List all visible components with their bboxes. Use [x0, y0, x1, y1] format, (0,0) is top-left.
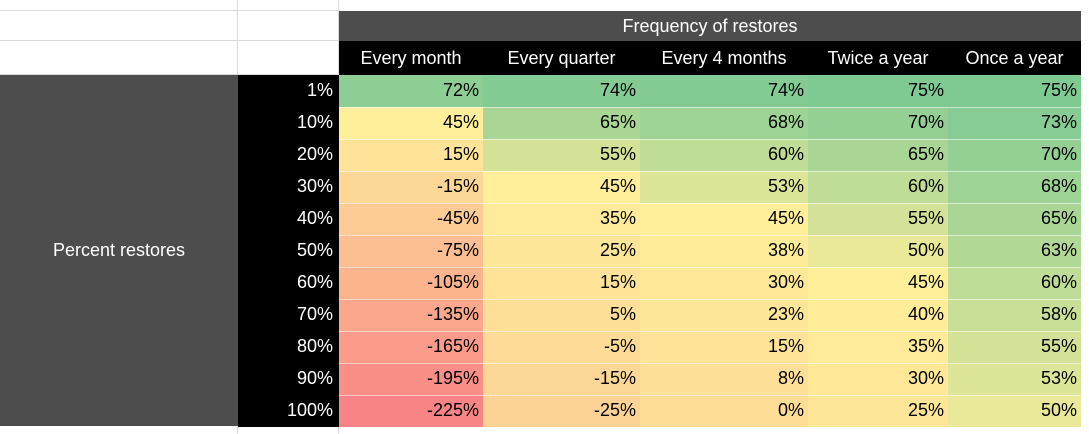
row-header[interactable]: 50%	[238, 235, 339, 267]
row-header[interactable]: 60%	[238, 267, 339, 299]
gridline	[0, 74, 340, 75]
value-cell[interactable]: 74%	[483, 75, 640, 107]
value-cell[interactable]: 25%	[808, 395, 948, 427]
value-cell[interactable]: 35%	[483, 203, 640, 235]
value-cell[interactable]: 38%	[640, 235, 808, 267]
value-cell[interactable]: 30%	[808, 363, 948, 395]
percent-restores-header[interactable]: Percent restores	[0, 75, 238, 426]
row-divider	[339, 203, 1081, 204]
value-cell[interactable]: -5%	[483, 331, 640, 363]
value-cell[interactable]: 35%	[808, 331, 948, 363]
value-cell[interactable]: 60%	[948, 267, 1081, 299]
value-cell[interactable]: 75%	[808, 75, 948, 107]
value-cell[interactable]: 55%	[948, 331, 1081, 363]
value-cell[interactable]: 45%	[808, 267, 948, 299]
row-header[interactable]: 40%	[238, 203, 339, 235]
value-cell[interactable]: 50%	[948, 395, 1081, 427]
row-header[interactable]: 20%	[238, 139, 339, 171]
row-header[interactable]: 1%	[238, 75, 339, 107]
frequency-header[interactable]: Frequency of restores	[339, 11, 1081, 41]
value-cell[interactable]: 55%	[483, 139, 640, 171]
value-cell[interactable]: 45%	[339, 107, 483, 139]
value-cell[interactable]: -165%	[339, 331, 483, 363]
gridline	[0, 10, 340, 11]
row-divider	[339, 331, 1081, 332]
value-cell[interactable]: 5%	[483, 299, 640, 331]
value-cell[interactable]: 65%	[483, 107, 640, 139]
row-divider	[339, 267, 1081, 268]
row-divider	[339, 171, 1081, 172]
value-cell[interactable]: -225%	[339, 395, 483, 427]
value-cell[interactable]: 53%	[640, 171, 808, 203]
value-cell[interactable]: 25%	[483, 235, 640, 267]
row-divider	[339, 139, 1081, 140]
value-cell[interactable]: 58%	[948, 299, 1081, 331]
column-header[interactable]: Every quarter	[483, 41, 640, 75]
value-cell[interactable]: 30%	[640, 267, 808, 299]
value-cell[interactable]: 68%	[948, 171, 1081, 203]
column-header[interactable]: Every 4 months	[640, 41, 808, 75]
value-cell[interactable]: 65%	[948, 203, 1081, 235]
gridline	[0, 40, 340, 41]
percent-restores-label: Percent restores	[52, 240, 186, 260]
value-cell[interactable]: -105%	[339, 267, 483, 299]
column-header[interactable]: Twice a year	[808, 41, 948, 75]
row-header[interactable]: 70%	[238, 299, 339, 331]
column-header[interactable]: Every month	[339, 41, 483, 75]
value-cell[interactable]: 68%	[640, 107, 808, 139]
value-cell[interactable]: 53%	[948, 363, 1081, 395]
value-cell[interactable]: 74%	[640, 75, 808, 107]
value-cell[interactable]: 8%	[640, 363, 808, 395]
row-divider	[339, 299, 1081, 300]
value-cell[interactable]: 70%	[808, 107, 948, 139]
value-cell[interactable]: -45%	[339, 203, 483, 235]
value-cell[interactable]: 0%	[640, 395, 808, 427]
value-cell[interactable]: 70%	[948, 139, 1081, 171]
value-cell[interactable]: 60%	[640, 139, 808, 171]
value-cell[interactable]: 15%	[339, 139, 483, 171]
row-header[interactable]: 100%	[238, 395, 339, 427]
row-divider	[339, 107, 1081, 108]
value-cell[interactable]: 73%	[948, 107, 1081, 139]
column-header[interactable]: Once a year	[948, 41, 1081, 75]
value-cell[interactable]: 72%	[339, 75, 483, 107]
value-cell[interactable]: -25%	[483, 395, 640, 427]
value-cell[interactable]: -75%	[339, 235, 483, 267]
value-cell[interactable]: 55%	[808, 203, 948, 235]
row-divider	[339, 235, 1081, 236]
value-cell[interactable]: 50%	[808, 235, 948, 267]
row-header[interactable]: 90%	[238, 363, 339, 395]
value-cell[interactable]: -15%	[339, 171, 483, 203]
value-cell[interactable]: 15%	[640, 331, 808, 363]
value-cell[interactable]: -15%	[483, 363, 640, 395]
row-header[interactable]: 10%	[238, 107, 339, 139]
row-divider	[339, 395, 1081, 396]
value-cell[interactable]: 60%	[808, 171, 948, 203]
value-cell[interactable]: 75%	[948, 75, 1081, 107]
value-cell[interactable]: 45%	[483, 171, 640, 203]
value-cell[interactable]: 40%	[808, 299, 948, 331]
row-divider	[339, 363, 1081, 364]
row-header[interactable]: 30%	[238, 171, 339, 203]
row-header[interactable]: 80%	[238, 331, 339, 363]
value-cell[interactable]: -195%	[339, 363, 483, 395]
value-cell[interactable]: -135%	[339, 299, 483, 331]
value-cell[interactable]: 23%	[640, 299, 808, 331]
value-cell[interactable]: 15%	[483, 267, 640, 299]
value-cell[interactable]: 63%	[948, 235, 1081, 267]
value-cell[interactable]: 65%	[808, 139, 948, 171]
value-cell[interactable]: 45%	[640, 203, 808, 235]
